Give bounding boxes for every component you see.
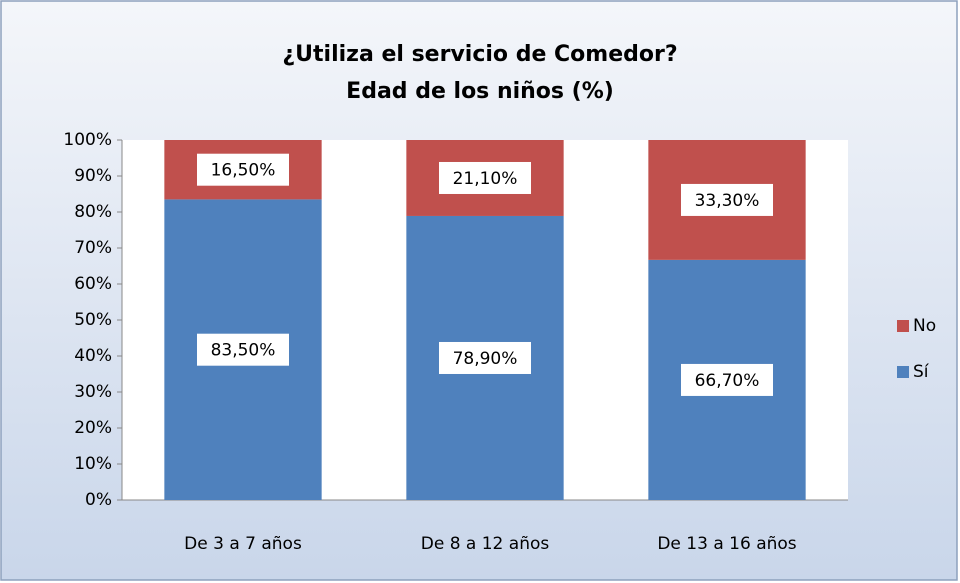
x-tick-label: De 8 a 12 años — [421, 534, 550, 554]
y-tick-label: 80% — [74, 202, 112, 222]
data-label-box — [439, 161, 531, 194]
chart-title: ¿Utiliza el servicio de Comedor? — [282, 42, 677, 67]
y-tick-label: 40% — [74, 346, 112, 366]
data-label-box — [197, 153, 289, 186]
y-tick-label: 100% — [63, 130, 112, 150]
data-label: 16,50% — [211, 161, 276, 181]
legend-swatch — [897, 320, 909, 332]
y-tick-label: 0% — [85, 490, 112, 510]
data-label-box — [681, 363, 773, 396]
chart-subtitle: Edad de los niños (%) — [346, 79, 614, 104]
data-label: 83,50% — [211, 341, 276, 361]
data-label: 21,10% — [453, 169, 518, 189]
y-tick-label: 30% — [74, 382, 112, 402]
legend-swatch — [897, 366, 909, 378]
data-label-box — [197, 333, 289, 366]
y-tick-label: 50% — [74, 310, 112, 330]
x-tick-label: De 3 a 7 años — [184, 534, 302, 554]
data-label: 66,70% — [695, 371, 760, 391]
data-label-box — [439, 341, 531, 374]
x-tick-label: De 13 a 16 años — [657, 534, 796, 554]
y-tick-label: 60% — [74, 274, 112, 294]
data-label: 33,30% — [695, 191, 760, 211]
legend-label: No — [913, 316, 936, 336]
y-tick-label: 10% — [74, 454, 112, 474]
y-tick-label: 70% — [74, 238, 112, 258]
y-tick-label: 20% — [74, 418, 112, 438]
data-label: 78,90% — [453, 349, 518, 369]
y-tick-label: 90% — [74, 166, 112, 186]
data-label-box — [681, 183, 773, 216]
legend-label: Sí — [913, 362, 930, 382]
